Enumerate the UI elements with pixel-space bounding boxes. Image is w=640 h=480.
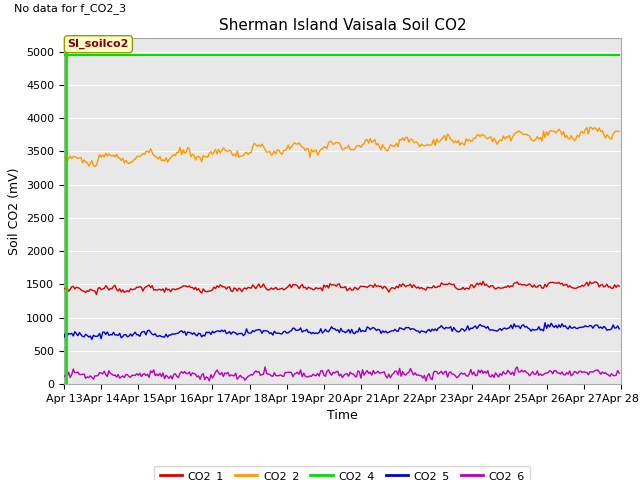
Text: SI_soilco2: SI_soilco2 [68,39,129,49]
Y-axis label: Soil CO2 (mV): Soil CO2 (mV) [8,168,20,255]
Legend: CO2_1, CO2_2, CO2_4, CO2_5, CO2_6: CO2_1, CO2_2, CO2_4, CO2_5, CO2_6 [154,466,531,480]
Text: No data for f_CO2_3: No data for f_CO2_3 [14,3,126,13]
Title: Sherman Island Vaisala Soil CO2: Sherman Island Vaisala Soil CO2 [219,18,466,33]
X-axis label: Time: Time [327,409,358,422]
